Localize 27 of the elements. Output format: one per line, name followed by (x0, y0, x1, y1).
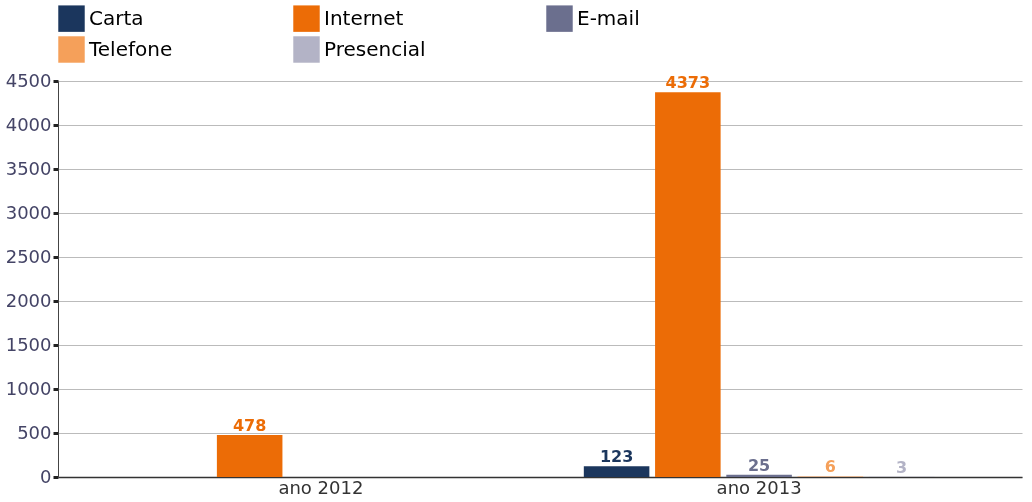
y-tick-label: 1500 (5, 333, 52, 355)
data-label: 123 (599, 447, 634, 467)
y-tick-label: 4000 (5, 113, 52, 135)
y-tick-label: 3000 (5, 201, 52, 223)
y-tick-label: 0 (40, 465, 52, 487)
data-label: 25 (747, 455, 771, 475)
y-tick-label: 4500 (5, 69, 52, 91)
legend-label: Carta (89, 5, 144, 30)
x-tick-label: ano 2012 (278, 476, 364, 498)
data-label: 478 (232, 415, 267, 435)
data-label: 3 (896, 457, 908, 477)
bar (655, 92, 721, 477)
bar (726, 474, 792, 477)
y-tick-label: 2000 (5, 289, 52, 311)
y-tick-label: 2500 (5, 245, 52, 267)
legend-label: E-mail (577, 5, 640, 30)
data-label: 6 (824, 457, 836, 477)
x-tick-label: ano 2013 (716, 476, 802, 498)
y-tick-label: 3500 (5, 157, 52, 179)
legend-label: Presencial (324, 36, 426, 61)
legend-label: Telefone (88, 36, 173, 61)
legend-label: Internet (324, 5, 404, 30)
y-tick-label: 1000 (5, 377, 52, 399)
bar (583, 466, 650, 477)
bar (216, 434, 283, 477)
y-tick-label: 500 (17, 421, 52, 443)
data-label: 4373 (665, 73, 711, 93)
